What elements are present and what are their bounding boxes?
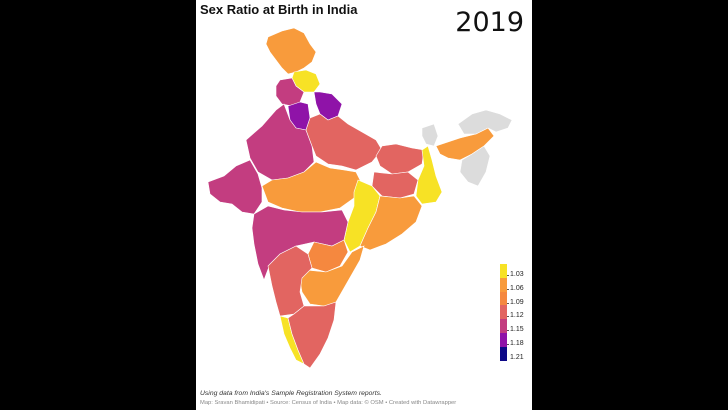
legend-label: 1.18 bbox=[510, 339, 524, 347]
region-ne-no-data bbox=[421, 109, 513, 187]
legend-label: 1.06 bbox=[510, 284, 524, 292]
region-odisha[interactable] bbox=[359, 195, 423, 251]
legend-label: 1.15 bbox=[510, 326, 524, 334]
region-chhattisgarh[interactable] bbox=[343, 179, 381, 253]
region-madhya-pradesh[interactable] bbox=[261, 161, 363, 213]
region-gujarat[interactable] bbox=[207, 159, 263, 215]
legend-label: 1.09 bbox=[510, 298, 524, 306]
legend-swatch bbox=[500, 332, 507, 347]
india-map bbox=[207, 27, 513, 369]
region-jharkhand[interactable] bbox=[371, 171, 419, 199]
year-label: 2019 bbox=[455, 7, 524, 38]
region-assam[interactable] bbox=[435, 127, 495, 161]
legend-tick bbox=[507, 343, 509, 345]
legend-tick bbox=[507, 275, 509, 276]
region-karnataka[interactable] bbox=[267, 245, 313, 317]
region-west-bengal[interactable] bbox=[415, 145, 443, 205]
region-jammu-kashmir[interactable] bbox=[265, 27, 317, 75]
map-title: Sex Ratio at Birth in India bbox=[200, 2, 358, 17]
legend-swatch bbox=[500, 346, 507, 361]
legend-tick bbox=[507, 316, 509, 318]
legend-label: 1.12 bbox=[510, 312, 524, 320]
legend-swatch bbox=[500, 264, 507, 278]
credit-line: Map: Sravan Bhamidipati • Source: Census… bbox=[200, 400, 457, 406]
map-frame: Sex Ratio at Birth in India 2019 1.03 1.… bbox=[196, 0, 532, 410]
legend-tick bbox=[507, 330, 509, 332]
region-andhra-pradesh[interactable] bbox=[299, 245, 365, 307]
legend-label: 1.21 bbox=[510, 353, 524, 361]
legend-tick bbox=[507, 288, 509, 290]
region-tamil-nadu[interactable] bbox=[287, 301, 337, 369]
region-uttar-pradesh[interactable] bbox=[305, 113, 383, 171]
legend-swatch bbox=[500, 277, 507, 292]
legend-label: 1.03 bbox=[510, 271, 524, 278]
legend-swatch bbox=[500, 291, 507, 306]
legend-tick bbox=[507, 302, 509, 304]
legend-swatch bbox=[500, 305, 507, 320]
region-bihar[interactable] bbox=[375, 143, 425, 175]
legend-swatch bbox=[500, 319, 507, 333]
source-note: Using data from India's Sample Registrat… bbox=[200, 390, 382, 397]
